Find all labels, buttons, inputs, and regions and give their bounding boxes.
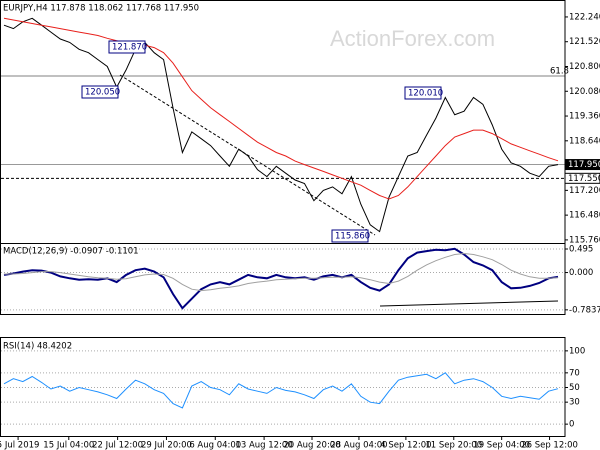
watermark: ActionForex.com bbox=[330, 26, 495, 51]
x-tick-label: 22 Jul 12:00 bbox=[92, 441, 143, 450]
x-tick-label: 6 Aug 04:00 bbox=[189, 441, 241, 450]
x-tick-label: 11 Sep 20:00 bbox=[425, 441, 482, 450]
y-tick-label: 120.080 bbox=[569, 87, 600, 97]
annotation-label: 120.050 bbox=[85, 88, 120, 98]
annotation-label: 115.860 bbox=[335, 232, 370, 242]
x-tick-label: 20 Aug 20:00 bbox=[283, 441, 340, 450]
series-line bbox=[4, 252, 559, 292]
annotation-label: 120.010 bbox=[408, 89, 443, 99]
y-tick-label: 70 bbox=[569, 368, 580, 378]
level-box bbox=[564, 172, 600, 184]
x-tick-label: 5 Jul 2019 bbox=[0, 441, 39, 450]
annotation-box bbox=[81, 85, 119, 99]
y-tick-label: 50 bbox=[569, 383, 580, 393]
y-tick-label: 0 bbox=[569, 420, 574, 430]
annotation-label: 121.870 bbox=[112, 43, 147, 53]
x-tick-label: 26 Sep 12:00 bbox=[521, 441, 578, 450]
x-tick-label: 19 Sep 04:00 bbox=[473, 441, 530, 450]
y-tick-label: 117.200 bbox=[569, 186, 600, 196]
y-tick-label: 121.520 bbox=[569, 37, 600, 47]
y-tick-label: -0.7837 bbox=[569, 305, 600, 315]
fib-label: 61.8 bbox=[550, 67, 569, 77]
y-tick-label: 122.240 bbox=[569, 12, 600, 22]
x-tick-label: 4 Sep 12:00 bbox=[380, 441, 431, 450]
series-line bbox=[3, 372, 559, 409]
x-tick-label: 29 Jul 20:00 bbox=[141, 441, 192, 450]
y-tick-label: 30 bbox=[569, 398, 580, 408]
panel-title: RSI(14) 48.4202 bbox=[3, 342, 72, 352]
series-line bbox=[3, 17, 559, 200]
macd-trend-line bbox=[379, 300, 559, 307]
y-tick-label: 100 bbox=[569, 346, 585, 356]
level-label: 117.950 bbox=[568, 160, 600, 170]
series-line bbox=[3, 17, 559, 233]
y-tick-label: 116.480 bbox=[569, 211, 600, 221]
y-tick-label: 120.800 bbox=[569, 62, 600, 72]
y-tick-label: 0.000 bbox=[569, 268, 593, 278]
series-line bbox=[3, 247, 559, 310]
y-tick-label: 0.495 bbox=[569, 244, 593, 254]
y-tick-label: 115.760 bbox=[569, 235, 600, 245]
x-tick-label: 28 Aug 04:00 bbox=[330, 441, 387, 450]
y-tick-label: 119.360 bbox=[569, 112, 600, 122]
panel-title: MACD(12,26,9) -0.0907 -0.1101 bbox=[3, 247, 139, 257]
x-tick-label: 15 Jul 04:00 bbox=[43, 441, 94, 450]
annotation-box bbox=[331, 229, 369, 243]
panel-title: EURJPY,H4 117.878 118.062 117.768 117.95… bbox=[3, 4, 199, 14]
level-label: 117.550 bbox=[568, 174, 600, 184]
macd-frame bbox=[0, 243, 566, 315]
annotation-box bbox=[404, 86, 442, 100]
x-tick-label: 13 Aug 12:00 bbox=[235, 441, 292, 450]
annotation-box bbox=[108, 40, 146, 54]
level-box bbox=[564, 159, 600, 171]
y-tick-label: 118.640 bbox=[569, 136, 600, 146]
